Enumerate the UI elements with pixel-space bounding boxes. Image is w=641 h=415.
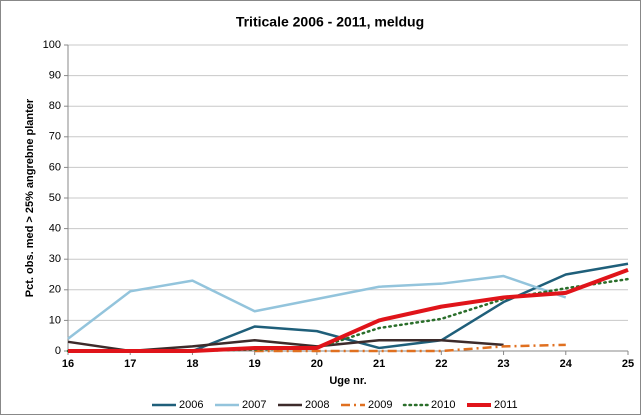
y-tick-label: 10 <box>49 314 61 326</box>
x-tick-label: 22 <box>435 358 447 370</box>
series-line <box>68 268 629 353</box>
y-tick-label: 40 <box>49 223 61 235</box>
x-tick-label: 16 <box>62 358 74 370</box>
y-tick-label: 20 <box>49 284 61 296</box>
y-tick-label: 90 <box>49 70 61 82</box>
y-axis-title: Pct. obs. med > 25% angrebne planter <box>24 98 36 297</box>
x-tick-label: 24 <box>560 358 573 370</box>
chart-title: Triticale 2006 - 2011, meldug <box>236 14 424 30</box>
y-tick-label: 60 <box>49 161 61 173</box>
legend-label: 2011 <box>494 399 518 411</box>
y-tick-label: 0 <box>55 345 61 357</box>
legend-label: 2010 <box>431 399 455 411</box>
y-tick-label: 50 <box>49 192 61 204</box>
y-tick-label: 80 <box>49 100 61 112</box>
y-tick-label: 70 <box>49 131 61 143</box>
legend-label: 2006 <box>179 399 203 411</box>
legend-label: 2007 <box>242 399 266 411</box>
y-tick-label: 30 <box>49 253 61 265</box>
x-tick-label: 18 <box>186 358 198 370</box>
series-line <box>67 274 567 340</box>
x-tick-label: 25 <box>622 358 634 370</box>
x-axis-title: Uge nr. <box>329 375 366 387</box>
x-tick-label: 20 <box>311 358 323 370</box>
x-tick-label: 19 <box>249 358 261 370</box>
legend-label: 2008 <box>305 399 329 411</box>
x-tick-label: 21 <box>373 358 385 370</box>
legend-label: 2009 <box>368 399 392 411</box>
x-tick-label: 23 <box>497 358 509 370</box>
x-tick-label: 17 <box>124 358 136 370</box>
series-line <box>254 343 566 353</box>
y-tick-label: 100 <box>43 39 61 51</box>
